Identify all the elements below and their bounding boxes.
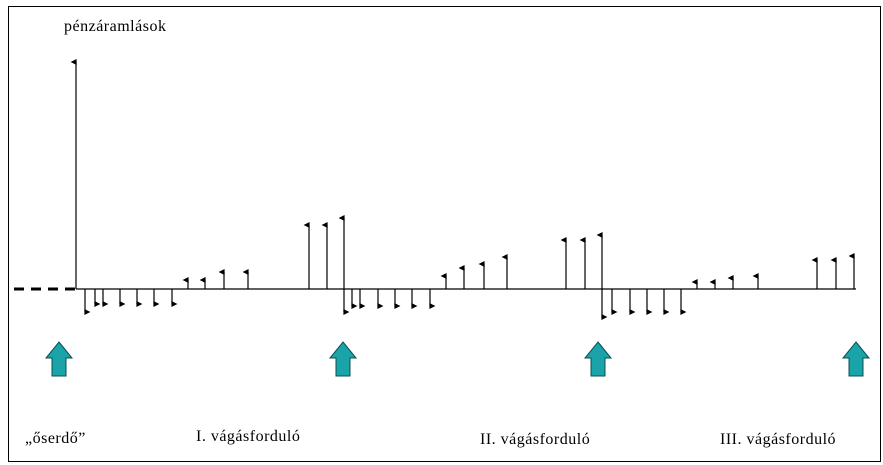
rotation-markers (44, 341, 871, 377)
rotation-marker-0-up-arrow-icon (44, 341, 74, 377)
rotation-marker-2-up-arrow-icon (583, 341, 613, 377)
label-rotation-2: II. vágásforduló (480, 431, 591, 448)
rotation-marker-3-up-arrow-icon (841, 341, 871, 377)
label-rotation-1: I. vágásforduló (196, 428, 301, 445)
rotation-marker-1-up-arrow-icon (328, 341, 358, 377)
label-oserdo: „őserdő” (25, 430, 86, 447)
chart-title: pénzáramlások (64, 18, 167, 35)
label-rotation-3: III. vágásforduló (720, 431, 837, 448)
diagram-frame (8, 6, 881, 462)
cash-flow-arrows (70, 59, 855, 320)
